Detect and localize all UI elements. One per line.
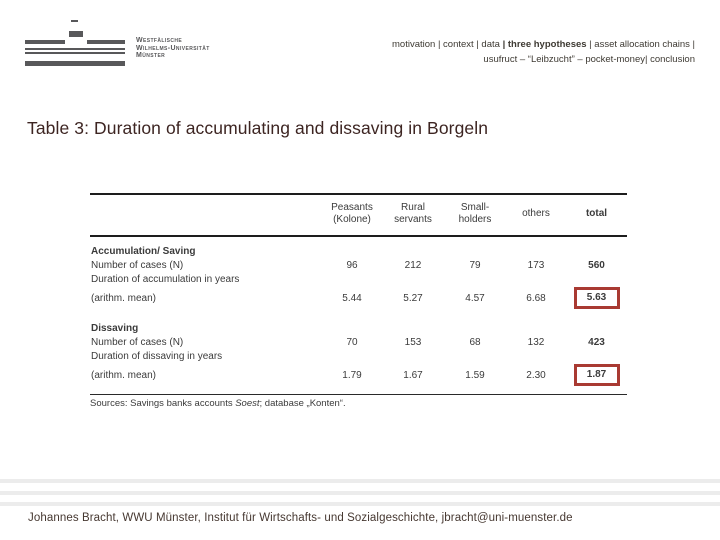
- cell-value: 5.44: [342, 292, 362, 304]
- section-heading-row: Dissaving: [90, 310, 627, 335]
- footer-author-line: Johannes Bracht, WWU Münster, Institut f…: [28, 512, 573, 524]
- cell-value: 173: [527, 259, 545, 271]
- footer-stripe-1: [0, 479, 720, 483]
- cell-value: 79: [469, 259, 481, 271]
- row-label-cases-accumulation: Number of cases (N): [91, 259, 184, 271]
- breadcrumb-line-1: motivation | context | data | three hypo…: [275, 37, 695, 52]
- footer-stripe-2: [0, 491, 720, 495]
- table-row: Duration of dissaving in years: [90, 349, 627, 363]
- highlight-box-dissaving-mean: 1.87: [573, 364, 620, 386]
- table-row: Duration of accumulation in years: [90, 272, 627, 286]
- section-breadcrumb: motivation | context | data | three hypo…: [275, 37, 695, 67]
- cell-value: 1.59: [465, 369, 485, 381]
- cell-total-mean-dissaving: 1.87: [566, 363, 627, 387]
- cell-value: 4.57: [465, 292, 485, 304]
- breadcrumb-pre: motivation | context | data: [392, 39, 503, 50]
- slide-title: Table 3: Duration of accumulating and di…: [27, 118, 489, 138]
- breadcrumb-line-2: usufruct – “Leibzucht” – pocket-money| c…: [483, 54, 695, 65]
- sources-note: Sources: Savings banks accounts Soest; d…: [90, 398, 627, 409]
- cell-value: 5.27: [403, 292, 423, 304]
- table-row: (arithm. mean) 5.44 5.27 4.57 6.68 5.63: [90, 286, 627, 310]
- cell-total-mean-accumulation: 5.63: [566, 286, 627, 310]
- cell-total-cases-accumulation: 560: [588, 259, 605, 271]
- table-bottom-rule: [90, 387, 627, 395]
- section-heading-dissaving: Dissaving: [91, 323, 139, 334]
- sources-pre: Sources: Savings banks accounts: [90, 398, 236, 409]
- row-label-duration-dissaving: Duration of dissaving in years: [91, 350, 223, 362]
- header-total: total: [585, 208, 608, 219]
- header-others: others: [522, 208, 550, 219]
- cell-value: 68: [469, 336, 481, 348]
- logo-bar-tick: [71, 20, 78, 22]
- logo-bar-thin1: [25, 48, 125, 50]
- cell-total-cases-dissaving: 423: [588, 336, 605, 348]
- cell-value: 1.79: [342, 369, 362, 381]
- cell-value: 96: [346, 259, 358, 271]
- breadcrumb-post: | asset allocation chains |: [586, 39, 695, 50]
- table-row: Number of cases (N) 96 212 79 173 560: [90, 258, 627, 272]
- table-row: (arithm. mean) 1.79 1.67 1.59 2.30 1.87: [90, 363, 627, 387]
- logo-bar-row1-right: [87, 40, 125, 44]
- cell-value: 212: [404, 259, 422, 271]
- logo-bar-thick: [25, 61, 125, 66]
- row-label-cases-dissaving: Number of cases (N): [91, 336, 184, 348]
- logo-line-1: Westfälische: [136, 37, 183, 44]
- cell-value: 132: [527, 336, 545, 348]
- footer-stripe-3: [0, 502, 720, 506]
- cell-value: 6.68: [526, 292, 546, 304]
- breadcrumb-current-section: | three hypotheses: [502, 39, 587, 50]
- cell-value: 1.67: [403, 369, 423, 381]
- logo-bar-small: [69, 31, 83, 37]
- row-label-arithm-mean: (arithm. mean): [91, 292, 157, 304]
- row-label-duration-accumulation: Duration of accumulation in years: [91, 273, 240, 285]
- row-label-arithm-mean: (arithm. mean): [91, 369, 157, 381]
- logo-bar-thin2: [25, 52, 125, 54]
- logo-wordmark: Westfälische Wilhelms-Universität Münste…: [136, 37, 210, 60]
- section-heading-row: Accumulation/ Saving: [90, 236, 627, 258]
- table-header-row: Peasants (Kolone) Rural servants Small-h…: [90, 194, 627, 236]
- cell-value: 153: [404, 336, 422, 348]
- header-peasants: Peasants (Kolone): [331, 202, 373, 225]
- table-3-container: Peasants (Kolone) Rural servants Small-h…: [90, 193, 627, 409]
- sources-post: ; database „Konten“.: [259, 398, 346, 409]
- highlight-box-accumulation-mean: 5.63: [573, 287, 620, 309]
- duration-table: Peasants (Kolone) Rural servants Small-h…: [90, 193, 627, 395]
- header-rural-servants: Rural servants: [394, 202, 432, 225]
- table-row: Number of cases (N) 70 153 68 132 423: [90, 335, 627, 349]
- header-smallholders: Small-holders: [458, 202, 492, 225]
- cell-value: 70: [346, 336, 358, 348]
- sources-place: Soest: [235, 398, 260, 409]
- cell-value: 2.30: [526, 369, 546, 381]
- section-heading-accumulation: Accumulation/ Saving: [91, 246, 196, 257]
- logo-bar-row1-left: [25, 40, 65, 44]
- logo-line-2: Wilhelms-Universität: [136, 44, 210, 52]
- logo-line-3: Münster: [136, 52, 166, 59]
- header-empty: [90, 194, 322, 236]
